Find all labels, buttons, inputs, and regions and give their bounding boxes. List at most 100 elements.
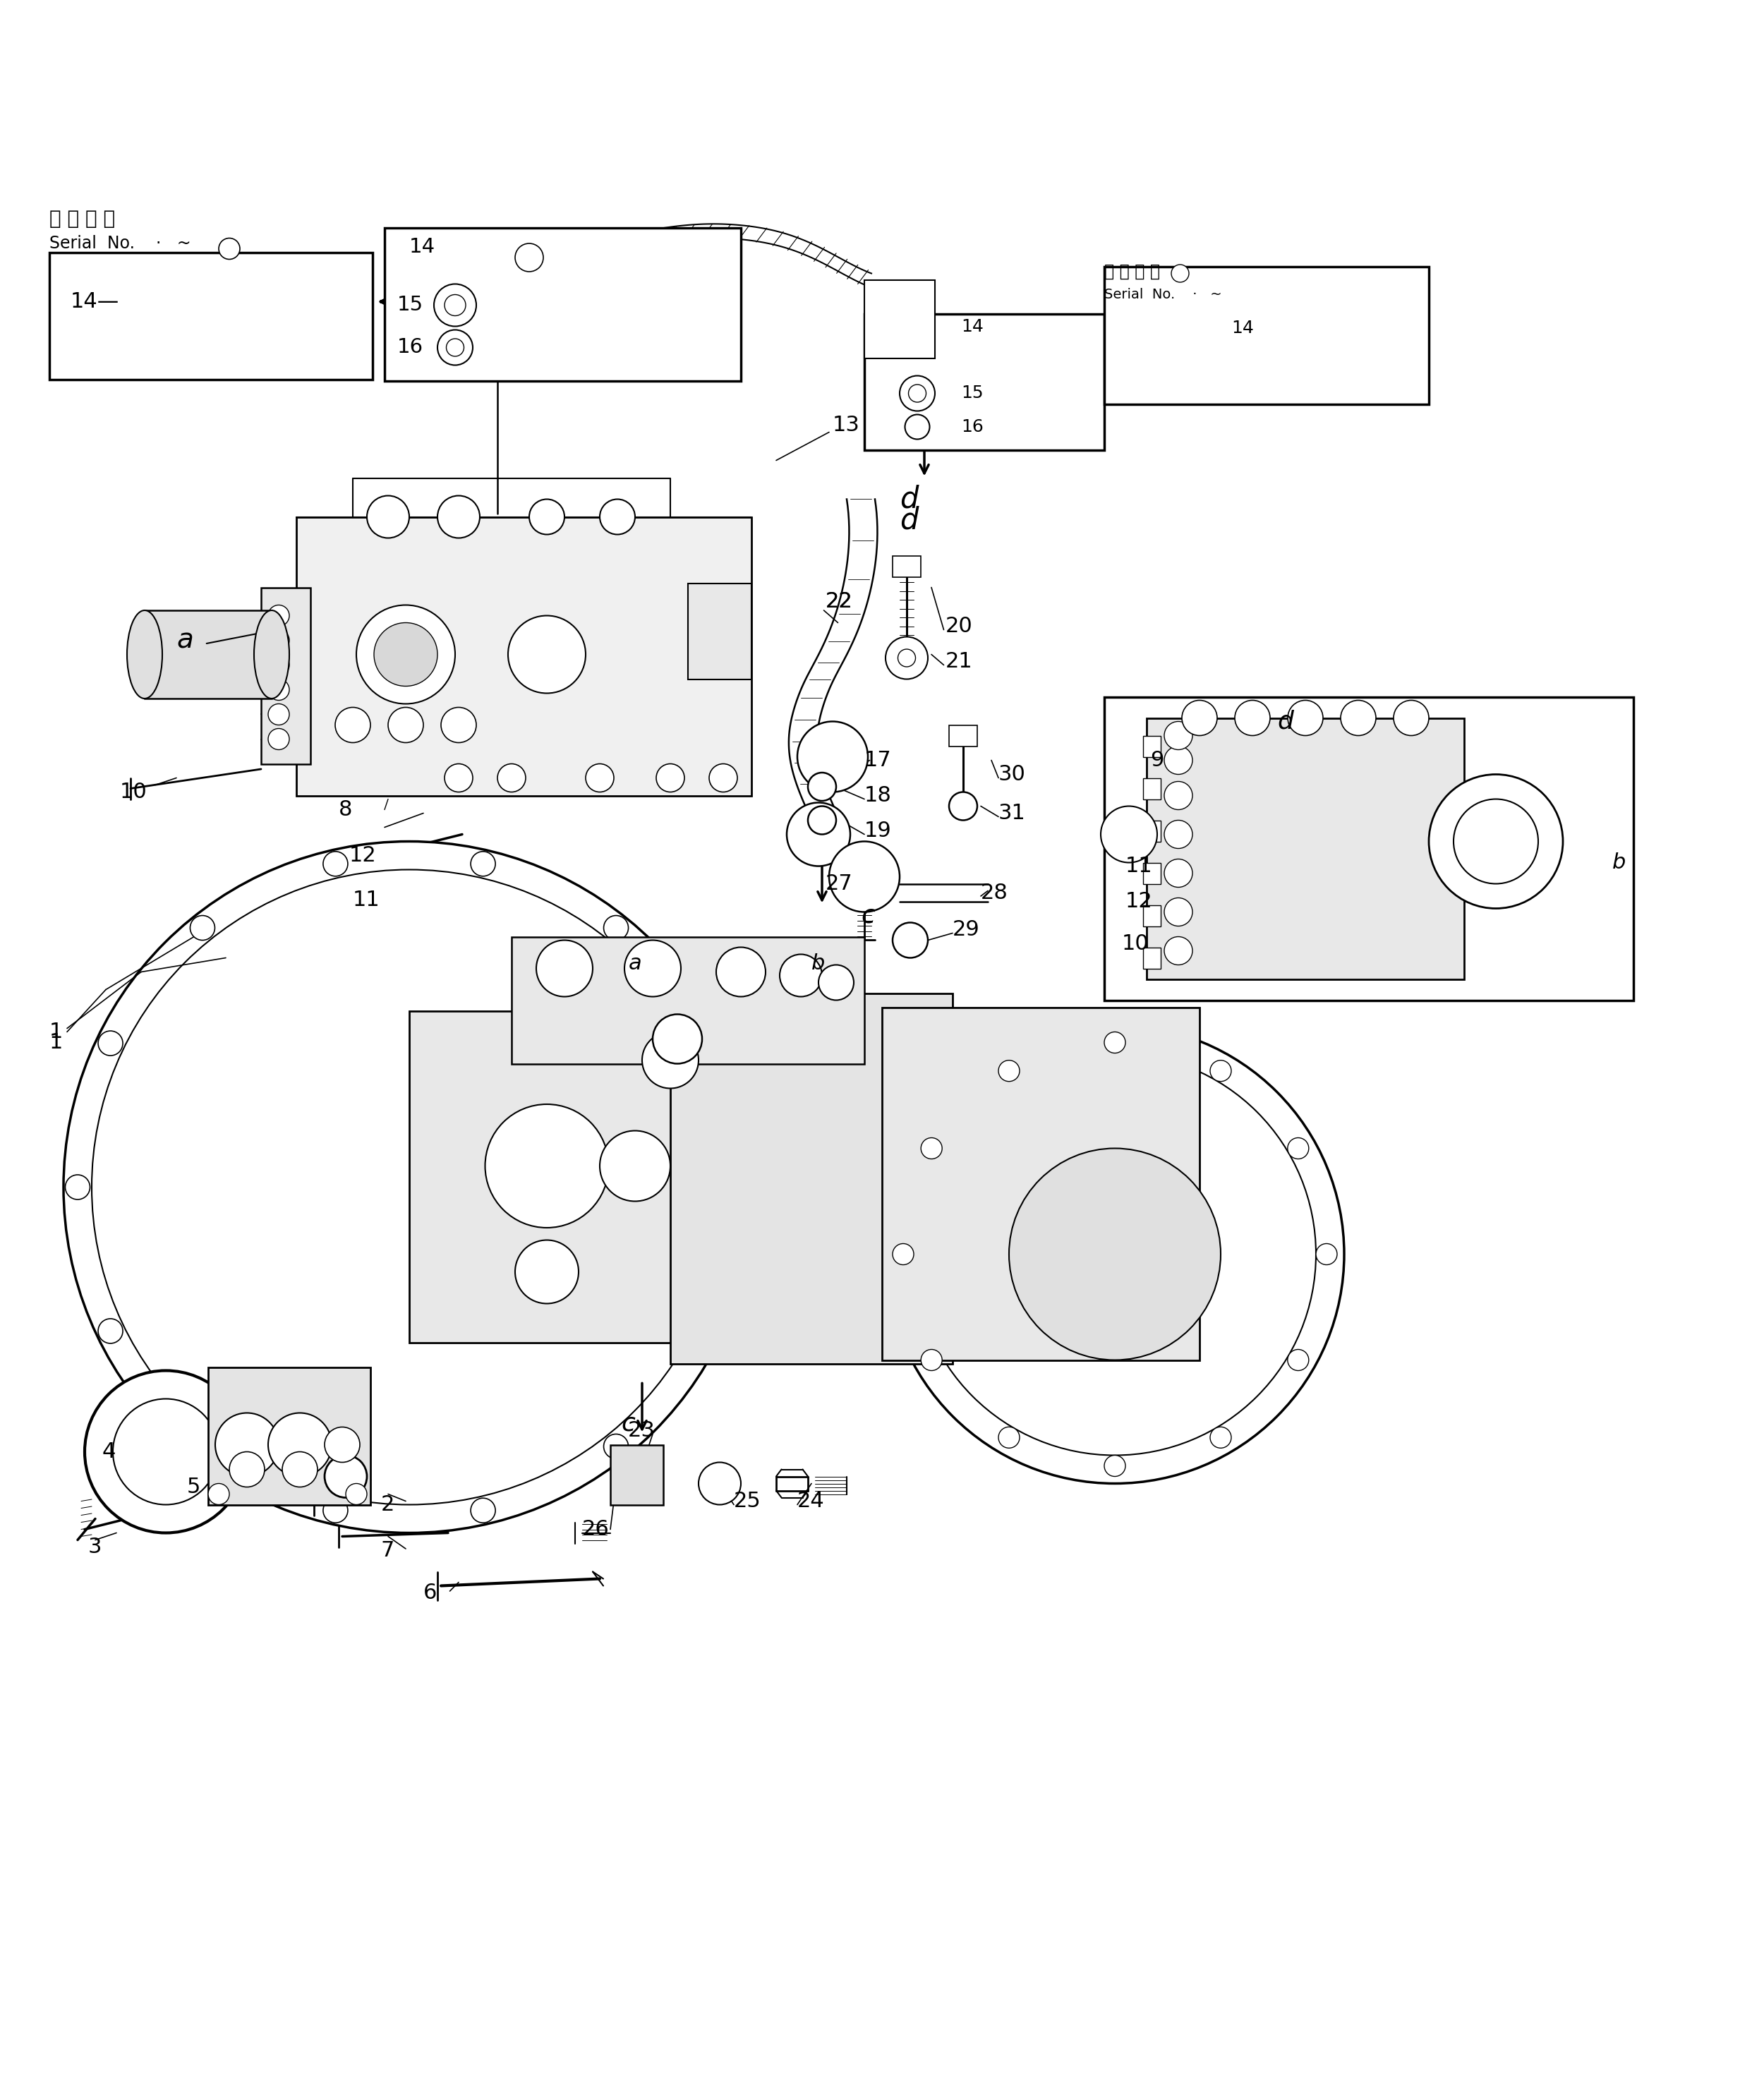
Text: 18: 18: [864, 786, 893, 805]
Circle shape: [282, 1451, 318, 1487]
Text: 24: 24: [797, 1491, 826, 1512]
Circle shape: [445, 294, 466, 315]
Circle shape: [1164, 746, 1192, 774]
Circle shape: [268, 655, 289, 676]
Text: 21: 21: [946, 651, 974, 671]
Text: 17: 17: [864, 751, 893, 771]
Circle shape: [829, 842, 900, 911]
Text: 30: 30: [998, 763, 1027, 784]
Circle shape: [1454, 799, 1538, 884]
Circle shape: [356, 605, 455, 705]
Circle shape: [780, 955, 822, 997]
Circle shape: [898, 648, 916, 667]
Circle shape: [346, 1485, 367, 1505]
Circle shape: [1288, 1349, 1309, 1370]
Circle shape: [64, 842, 755, 1532]
Circle shape: [695, 1318, 720, 1343]
Circle shape: [914, 1053, 1316, 1455]
Bar: [145, 611, 272, 698]
Circle shape: [716, 947, 766, 997]
Text: 15: 15: [397, 296, 423, 315]
Circle shape: [92, 869, 727, 1505]
Circle shape: [99, 1030, 123, 1055]
Circle shape: [808, 774, 836, 801]
Text: 14—: 14—: [71, 292, 120, 313]
Bar: [1143, 863, 1161, 884]
Text: 11: 11: [353, 890, 381, 909]
Circle shape: [1164, 721, 1192, 751]
Circle shape: [65, 1174, 90, 1199]
Ellipse shape: [254, 611, 289, 698]
Circle shape: [1210, 1426, 1231, 1449]
Circle shape: [1394, 701, 1429, 736]
Circle shape: [1171, 265, 1189, 281]
Bar: [49, 252, 372, 379]
Circle shape: [191, 915, 215, 940]
Bar: [864, 281, 935, 359]
Circle shape: [335, 707, 370, 742]
Circle shape: [1164, 819, 1192, 849]
Bar: [864, 315, 1104, 450]
Circle shape: [529, 498, 564, 534]
Circle shape: [434, 284, 476, 327]
Text: 2: 2: [381, 1495, 395, 1516]
Text: 9: 9: [1150, 751, 1164, 771]
Bar: [409, 1011, 741, 1343]
Bar: [1147, 717, 1464, 980]
Bar: [385, 227, 741, 382]
Text: 31: 31: [998, 803, 1027, 824]
Text: d: d: [900, 505, 919, 536]
Circle shape: [921, 1349, 942, 1370]
Text: 6: 6: [423, 1583, 437, 1603]
Circle shape: [1164, 899, 1192, 926]
Text: 1: 1: [49, 1032, 64, 1053]
Bar: [261, 588, 310, 763]
Text: 29: 29: [953, 919, 981, 940]
Text: 16: 16: [397, 338, 423, 357]
Text: 20: 20: [946, 615, 974, 636]
Circle shape: [445, 763, 473, 792]
Circle shape: [323, 1499, 348, 1522]
Circle shape: [1288, 1138, 1309, 1159]
Circle shape: [699, 1462, 741, 1505]
Ellipse shape: [127, 611, 162, 698]
Circle shape: [325, 1455, 367, 1497]
Circle shape: [268, 630, 289, 651]
Circle shape: [268, 1414, 332, 1476]
Text: 7: 7: [381, 1541, 395, 1562]
Text: 4: 4: [102, 1441, 116, 1462]
Circle shape: [515, 244, 543, 271]
Circle shape: [1316, 1243, 1337, 1266]
Circle shape: [1288, 701, 1323, 736]
Circle shape: [921, 1138, 942, 1159]
Text: 27: 27: [826, 874, 854, 894]
Circle shape: [949, 792, 977, 819]
Circle shape: [695, 1030, 720, 1055]
Circle shape: [603, 1434, 628, 1459]
Bar: [1143, 947, 1161, 967]
Circle shape: [1429, 774, 1563, 909]
Circle shape: [653, 1013, 702, 1063]
Circle shape: [485, 1105, 609, 1228]
Bar: [610, 1445, 663, 1505]
Circle shape: [85, 1370, 247, 1532]
Bar: [1143, 819, 1161, 842]
Circle shape: [787, 803, 850, 865]
Circle shape: [508, 615, 586, 692]
Text: 1: 1: [49, 1022, 64, 1042]
Circle shape: [229, 1451, 265, 1487]
Circle shape: [1009, 1149, 1221, 1359]
Circle shape: [536, 940, 593, 997]
Circle shape: [325, 1426, 360, 1462]
Text: 3: 3: [88, 1537, 102, 1557]
Circle shape: [437, 329, 473, 365]
Text: 14: 14: [1231, 319, 1254, 336]
Bar: [208, 1368, 370, 1505]
Circle shape: [208, 1485, 229, 1505]
Circle shape: [797, 721, 868, 792]
Circle shape: [908, 384, 926, 402]
Circle shape: [600, 1130, 670, 1201]
Text: a: a: [628, 953, 642, 974]
Bar: [688, 584, 751, 680]
Circle shape: [367, 496, 409, 538]
